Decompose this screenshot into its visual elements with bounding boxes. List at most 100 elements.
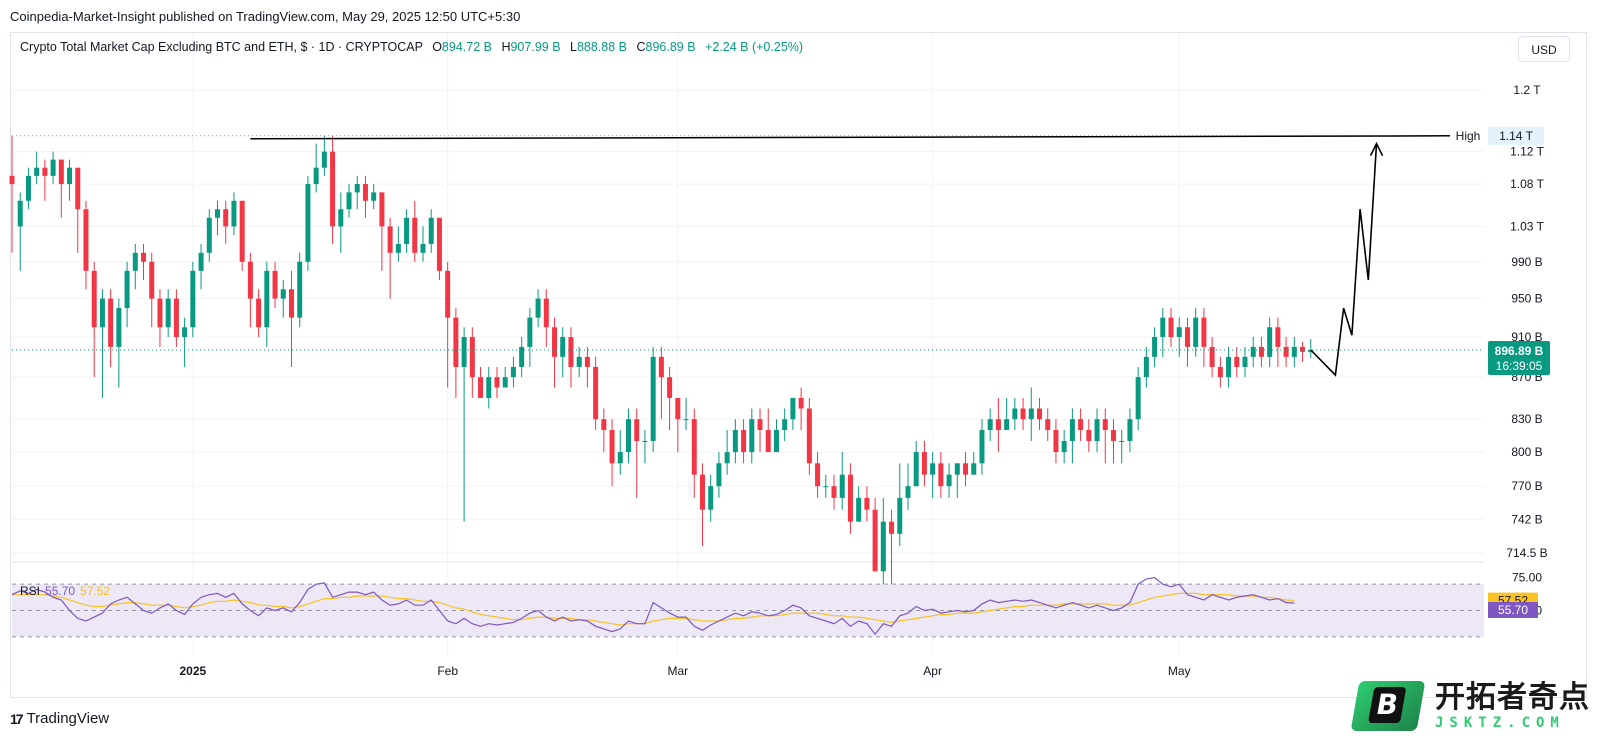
candle-body	[749, 419, 755, 453]
candle-body	[75, 167, 81, 210]
candle-body	[699, 474, 705, 510]
currency-button[interactable]: USD	[1518, 36, 1570, 62]
candle-body	[1242, 356, 1248, 367]
candle-body	[815, 463, 821, 487]
tradingview-mark-icon: 17	[10, 710, 24, 727]
candle-body	[1053, 430, 1059, 453]
price-tick-label: 1.12 T	[1510, 145, 1544, 159]
candle-body	[675, 397, 681, 420]
candle-body	[593, 366, 599, 420]
annotations	[12, 135, 1484, 377]
candle-body	[552, 327, 558, 357]
site-watermark: B 开拓者奇点 JSKTZ.COM	[1350, 680, 1590, 731]
candle-body	[1234, 356, 1240, 367]
candle-body	[634, 419, 640, 441]
candle-body	[880, 521, 886, 572]
price-tick-label: 714.5 B	[1506, 546, 1547, 560]
symbol-legend: Crypto Total Market Cap Excluding BTC an…	[20, 40, 803, 54]
candle-body	[182, 327, 188, 338]
candle-body	[379, 192, 385, 227]
candle-body	[724, 452, 730, 464]
candle-body	[198, 252, 204, 271]
candle-body	[667, 377, 673, 398]
candle-body	[765, 430, 771, 453]
candle-body	[864, 497, 870, 510]
rsi-legend: RSI 55.70 57.52	[20, 584, 110, 598]
candle-body	[1061, 440, 1067, 453]
candle-body	[872, 509, 878, 572]
tradingview-logo[interactable]: 17 TradingView	[10, 710, 109, 727]
candle-body	[428, 217, 434, 244]
candle-body	[1209, 346, 1215, 367]
last-price-tag	[1488, 340, 1550, 375]
rsi-label: RSI	[20, 584, 41, 598]
candle-body	[823, 486, 829, 488]
candle-body	[83, 209, 89, 271]
candle-body	[387, 226, 393, 253]
candle-body	[412, 217, 418, 253]
candle-body	[34, 167, 40, 176]
candle-body	[741, 430, 747, 453]
candle-body	[1152, 337, 1158, 357]
candle-body	[560, 337, 566, 357]
candle-body	[708, 486, 714, 510]
price-tick-label: 910 B	[1511, 330, 1542, 344]
watermark-title: 开拓者奇点	[1435, 680, 1590, 715]
candle-body	[67, 167, 73, 185]
projection-arrowhead	[1369, 141, 1384, 157]
candle-body	[658, 356, 664, 378]
candle-body	[1267, 327, 1273, 357]
candle-body	[1078, 419, 1084, 431]
candle-body	[362, 184, 368, 201]
candle-body	[288, 289, 294, 318]
candle-body	[239, 200, 245, 262]
price-tick-label: 800 B	[1511, 445, 1542, 459]
publisher-line: Coinpedia-Market-Insight published on Tr…	[10, 9, 521, 24]
candle-body	[921, 452, 927, 475]
candle-body	[1193, 317, 1199, 347]
candle-body	[190, 270, 196, 328]
candle-body	[256, 298, 262, 328]
candle-body	[510, 366, 516, 378]
candle-body	[1258, 346, 1264, 357]
candle-body	[206, 217, 212, 253]
candle-body	[1110, 430, 1116, 441]
candle-body	[601, 419, 607, 431]
high-price-label: 1.14 T	[1499, 129, 1533, 143]
candle-body	[930, 463, 936, 475]
candle-body	[1184, 327, 1190, 347]
candle-body	[116, 308, 122, 347]
candle-body	[617, 452, 623, 464]
candle-body	[99, 298, 105, 328]
rsi-ma-value: 57.52	[80, 584, 111, 598]
time-tick-label: May	[1168, 664, 1191, 678]
candle-body	[946, 474, 952, 487]
candle-body	[445, 270, 451, 318]
resistance-line	[250, 135, 1455, 140]
candle-body	[25, 175, 31, 201]
candle-body	[1012, 408, 1018, 420]
time-axis: 2025 Feb Mar Apr May	[179, 664, 1190, 678]
candle-body	[1094, 419, 1100, 441]
candle-body	[1201, 317, 1207, 347]
candles	[9, 135, 1314, 585]
rsi-line	[11, 576, 1295, 636]
candle-body	[346, 192, 352, 210]
time-tick-label: Feb	[437, 664, 458, 678]
candle-body	[141, 252, 147, 262]
candle-body	[773, 430, 779, 453]
candle-body	[1291, 346, 1297, 357]
candle-body	[979, 430, 985, 464]
candle-body	[42, 167, 48, 176]
candle-body	[354, 184, 360, 193]
candle-body	[1004, 419, 1010, 431]
candle-body	[395, 243, 401, 253]
candle-body	[716, 463, 722, 487]
time-tick-label: Apr	[923, 664, 942, 678]
candle-body	[321, 151, 327, 168]
watermark-url: JSKTZ.COM	[1435, 715, 1565, 731]
candle-body	[535, 298, 541, 318]
high-label-bg	[1450, 126, 1486, 145]
candle-body	[626, 419, 631, 453]
